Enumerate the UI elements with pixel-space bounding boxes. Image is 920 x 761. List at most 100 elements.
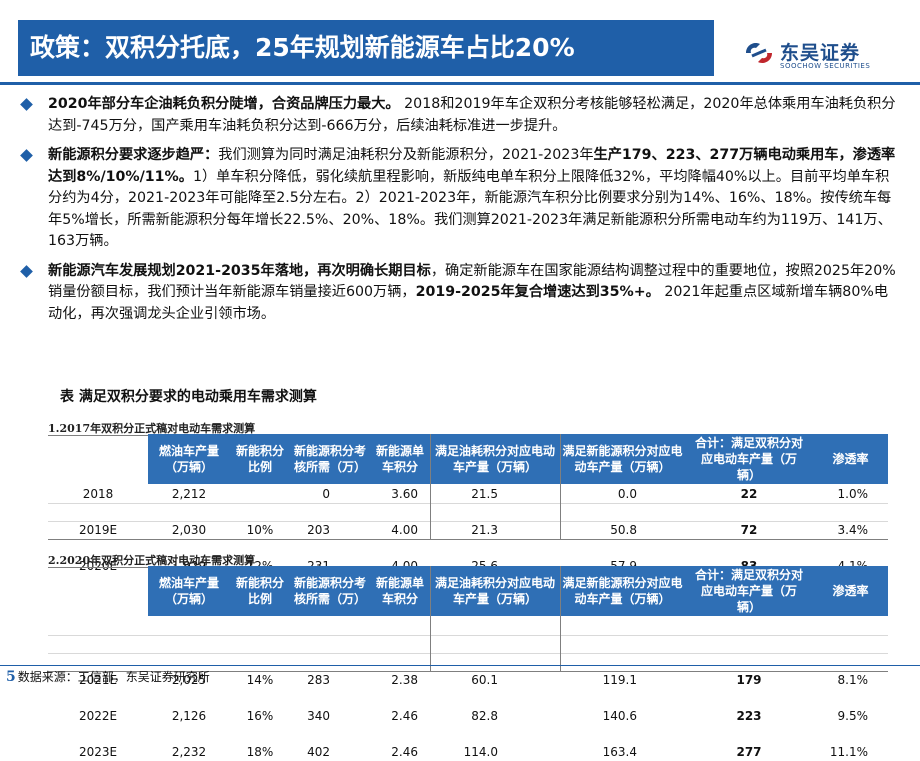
table-cell: 119.1 [602,673,637,687]
bullet-item: 2020年部分车企油耗负积分陡增，合资品牌压力最大。 2018和2019年车企双… [20,94,900,137]
column-divider [430,566,431,671]
footer-rule [0,665,920,666]
table-bottom-rule [48,539,888,540]
table-cell: 2,232 [171,745,207,759]
table-header-cell: 合计：满足双积分对 应电动车产量（万 辆） [694,436,803,482]
page-number: 5 [6,669,16,685]
table-cell: 140.6 [602,709,637,723]
table-bottom-rule [48,671,888,672]
table-header-cell: 合计：满足双积分对 应电动车产量（万 辆） [694,568,803,614]
table-cell: 16% [246,709,274,723]
logo-text-cn: 东吴证券 [780,42,861,64]
table-cell: 179 [736,673,762,687]
table-header-cell: 新能源积分考 核所需（万） [293,576,366,606]
table-header-cell: 满足新能源积分对应电 动车产量（万辆） [562,576,683,606]
table-cell: 2021E [78,673,118,687]
table-cell: 82.8 [471,709,498,723]
table-cell: 21.5 [471,487,498,501]
table-cell: 2023E [78,745,118,759]
bullet-text: 2021年起重点区域新增车辆80%电动化，再次强调龙头企业引领市场。 [48,284,889,322]
bullet-bold-text: 新能源积分要求逐步趋严： [48,147,219,163]
table-header-cell: 新能积分 比例 [235,576,284,606]
company-logo: 东吴证券 SOOCHOW SECURITIES [742,36,892,76]
table-cell: 203 [307,523,330,537]
table-cell: 2020E [78,559,118,573]
table-row: 2019E 2,030 10% 203 4.00 21.3 50.8 72 3.4% [48,521,888,539]
table-row: 2023E 2,232 18% 402 2.46 114.0 163.4 277 11.1% [48,743,888,761]
table-cell: 2018 [82,487,114,501]
table-cell: 283 [307,673,330,687]
table-cell: 0.0 [617,487,637,501]
table-section-title: 2.2020年双积分正式稿对电动车需求测算 [48,554,256,567]
table-cell: 223 [736,709,762,723]
table-header-cell: 渗透率 [832,452,869,466]
table-cell: 2,212 [171,487,207,501]
diamond-bullet-icon [20,149,33,162]
table-header-cell: 满足新能源积分对应电 动车产量（万辆） [562,444,683,474]
table-cell: 8.1% [837,673,869,687]
table-cell: 10% [246,523,274,537]
table-cell: 2.46 [391,709,418,723]
table-cell: 2022E [78,709,118,723]
table-cell: 4.00 [391,523,418,537]
table-cell: 60.1 [471,673,498,687]
table-cell: 50.8 [610,523,637,537]
bullet-bold-text: 2020年部分车企油耗负积分陡增，合资品牌压力最大。 [48,96,400,112]
table-header-cell: 新能源单 车积分 [375,444,424,474]
title-rule [0,82,920,85]
row-rule [48,635,888,636]
row-rule [48,521,888,522]
table-caption: 表 满足双积分要求的电动乘用车需求测算 [60,389,317,405]
table-cell: 2,126 [171,709,207,723]
table-cell: 3.4% [837,523,869,537]
bullet-bold-text: 生产179、223、277万辆电动乘用车，渗透率达到8%/10%/11%。 [48,147,896,185]
logo-text-en: SOOCHOW SECURITIES [780,62,871,70]
table-cell: 2019E [78,523,118,537]
table-cell: 22 [740,487,758,501]
table-row: 2021E 2,025 14% 283 2.38 60.1 119.1 179 8.1% [48,671,888,689]
diamond-bullet-icon [20,98,33,111]
column-divider [560,566,561,671]
table-cell: 2,030 [171,523,207,537]
page-title: 政策：双积分托底，25年规划新能源车占比20% [18,20,714,76]
table-header-cell: 燃油车产量 （万辆） [158,444,219,474]
table-section-title: 1.2017年双积分正式稿对电动车需求测算 [48,422,256,435]
table-row: 2018 2,212 0 3.60 21.5 0.0 22 1.0% [48,485,888,503]
table-cell: 2,025 [171,673,207,687]
table-cell: 72 [740,523,758,537]
diamond-bullet-icon [20,264,33,278]
footer: 5 数据来源：工信部，东吴证券研究所 [6,668,210,685]
table-cell: 18% [246,745,274,759]
bullet-text: 1）单车积分降低，弱化续航里程影响，新版纯电单车积分上限降低32%，平均降幅40… [48,168,892,250]
table-header-cell: 渗透率 [832,584,869,598]
table-cell: 402 [307,745,330,759]
bullet-item: 新能源汽车发展规划2021-2035年落地，再次明确长期目标，确定新能源车在国家… [20,261,900,326]
table-row: 2022E 2,126 16% 340 2.46 82.8 140.6 223 9.5% [48,707,888,725]
table-header-cell: 满足油耗积分对应电动 车产量（万辆） [434,444,555,474]
table-header-cell: 满足油耗积分对应电动 车产量（万辆） [434,576,555,606]
soochow-logo-icon [746,43,772,63]
table-cell: 21.3 [471,523,498,537]
table-cell: 0 [322,487,330,501]
table-cell: 11.1% [829,745,868,759]
table-header-cell: 新能源单 车积分 [375,576,424,606]
row-rule [48,653,888,654]
table-header: 燃油车产量 （万辆） 新能积分 比例 新能源积分考 核所需（万） 新能源单 车积分 满足油耗积分… [148,566,888,616]
table-cell: 3.60 [391,487,418,501]
table-cell: 163.4 [602,745,637,759]
bullet-item: 新能源积分要求逐步趋严：我们测算为同时满足油耗积分及新能源积分，2021-202… [20,145,900,253]
table-cell: 2.46 [391,745,418,759]
table-cell: 1.0% [837,487,869,501]
column-divider [430,434,431,539]
table-header-cell: 燃油车产量 （万辆） [158,576,219,606]
table-cell: 9.5% [837,709,869,723]
table-cell: 114.0 [463,745,498,759]
table-header-cell: 新能积分 比例 [235,444,284,474]
table-cell: 340 [307,709,330,723]
table-cell: 277 [736,745,762,759]
table-cell [230,485,290,503]
table-cell: 14% [246,673,274,687]
bullet-text: 我们测算为同时满足油耗积分及新能源积分，2021-2023年 [218,147,594,163]
row-rule [48,503,888,504]
